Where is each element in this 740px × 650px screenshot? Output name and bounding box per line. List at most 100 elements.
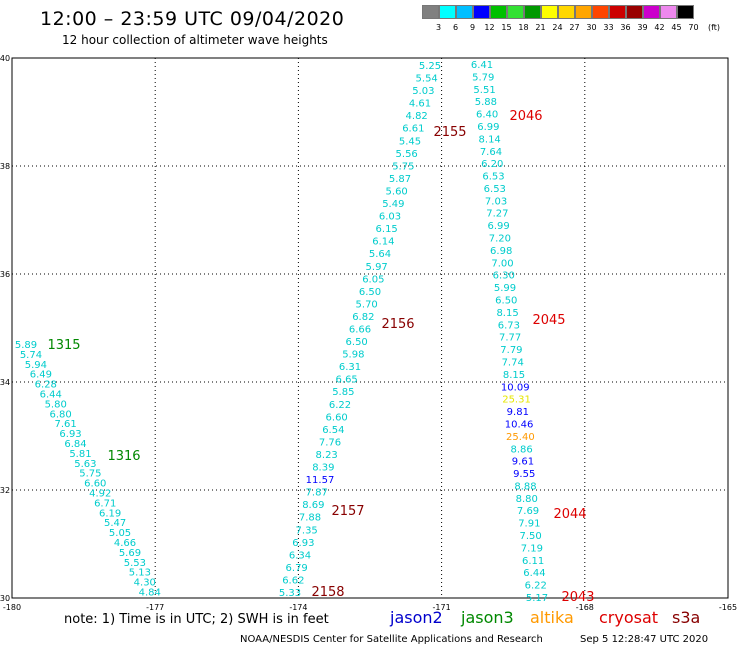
wave-height-label: 7.69 xyxy=(517,506,539,517)
x-tick-label: -168 xyxy=(576,603,594,612)
wave-height-label: 5.53 xyxy=(124,558,146,569)
wave-height-label: 8.88 xyxy=(514,481,536,492)
wave-height-label: 6.49 xyxy=(30,370,52,381)
wave-height-label: 4.30 xyxy=(134,578,156,589)
wave-height-label: 6.50 xyxy=(346,337,368,348)
wave-height-label: 5.94 xyxy=(25,360,47,371)
satellite-label-cryosat: cryosat xyxy=(599,608,659,627)
wave-height-label: 8.15 xyxy=(503,370,525,381)
x-tick-label: -177 xyxy=(146,603,164,612)
pass-time-label: 2046 xyxy=(509,109,542,124)
wave-height-label: 7.76 xyxy=(319,437,341,448)
wave-height-label: 6.50 xyxy=(359,287,381,298)
wave-height-label: 4.66 xyxy=(114,538,136,549)
wave-height-label: 10.09 xyxy=(501,382,530,393)
wave-height-label: 5.13 xyxy=(129,568,151,579)
wave-height-label: 6.30 xyxy=(493,271,515,282)
legend-label: 3 xyxy=(435,23,442,32)
wave-height-label: 25.40 xyxy=(506,432,535,443)
legend-swatch xyxy=(558,5,575,19)
wave-height-label: 6.44 xyxy=(40,390,62,401)
legend-label: 24 xyxy=(552,23,563,32)
wave-height-label: 6.28 xyxy=(35,380,57,391)
wave-height-label: 6.22 xyxy=(525,581,547,592)
pass-time-label: 2045 xyxy=(532,313,565,328)
legend-label: 42 xyxy=(654,23,665,32)
wave-height-label: 6.62 xyxy=(282,575,304,586)
wave-height-label: 5.03 xyxy=(412,86,434,97)
wave-height-label: 8.14 xyxy=(479,134,501,145)
legend-swatch xyxy=(507,5,524,19)
wave-height-label: 8.23 xyxy=(316,450,338,461)
legend-label: 21 xyxy=(535,23,546,32)
wave-height-label: 6.82 xyxy=(352,312,374,323)
units-note: note: 1) Time is in UTC; 2) SWH is in fe… xyxy=(64,612,329,627)
wave-height-label: 5.69 xyxy=(119,548,141,559)
x-tick-label: -165 xyxy=(719,603,737,612)
wave-height-label: 25.31 xyxy=(502,395,531,406)
legend-label: 39 xyxy=(637,23,648,32)
legend-swatch xyxy=(524,5,541,19)
wave-height-label: 7.00 xyxy=(491,258,513,269)
x-tick-label: -180 xyxy=(3,603,21,612)
wave-height-label: 7.64 xyxy=(480,147,502,158)
wave-height-label: 7.35 xyxy=(296,525,318,536)
y-tick-label: 36 xyxy=(0,270,10,279)
wave-height-label: 6.60 xyxy=(326,412,348,423)
pass-time-label: 1316 xyxy=(107,449,140,464)
wave-height-label: 6.44 xyxy=(523,568,545,579)
wave-height-label: 7.27 xyxy=(486,209,508,220)
wave-height-label: 5.89 xyxy=(15,340,37,351)
wave-height-label: 5.70 xyxy=(356,299,378,310)
legend-swatch xyxy=(456,5,473,19)
legend-label: 12 xyxy=(484,23,495,32)
wave-height-label: 5.87 xyxy=(389,174,411,185)
wave-height-label: 6.14 xyxy=(372,237,394,248)
wave-height-label: 5.81 xyxy=(69,449,91,460)
wave-height-label: 7.20 xyxy=(489,234,511,245)
map-title: 12:00 – 23:59 UTC 09/04/2020 xyxy=(40,8,345,30)
wave-height-label: 8.80 xyxy=(516,494,538,505)
wave-height-label: 5.79 xyxy=(472,72,494,83)
wave-height-label: 9.55 xyxy=(513,469,535,480)
x-tick-label: -174 xyxy=(289,603,307,612)
satellite-label-jason2: jason2 xyxy=(390,608,443,627)
wave-height-label: 5.99 xyxy=(494,283,516,294)
legend-label: 45 xyxy=(671,23,682,32)
wave-height-label: 5.25 xyxy=(419,61,441,72)
wave-height-label: 6.41 xyxy=(471,60,493,71)
legend-swatch xyxy=(490,5,507,19)
wave-height-label: 6.50 xyxy=(495,296,517,307)
wave-height-label: 6.22 xyxy=(329,400,351,411)
wave-height-label: 5.75 xyxy=(79,469,101,480)
wave-height-label: 5.51 xyxy=(473,85,495,96)
wave-height-label: 6.79 xyxy=(286,563,308,574)
legend-label: 15 xyxy=(501,23,512,32)
wave-height-label: 11.57 xyxy=(306,475,335,486)
wave-height-label: 6.54 xyxy=(322,425,344,436)
wave-height-label: 4.84 xyxy=(139,588,161,599)
wave-height-label: 6.34 xyxy=(289,550,311,561)
y-tick-label: 30 xyxy=(0,594,10,603)
wave-height-label: 4.92 xyxy=(89,489,111,500)
wave-height-label: 7.50 xyxy=(519,531,541,542)
legend-label: 30 xyxy=(586,23,597,32)
satellite-label-s3a: s3a xyxy=(672,608,701,627)
wave-height-label: 5.97 xyxy=(366,262,388,273)
credit-footer: NOAA/NESDIS Center for Satellite Applica… xyxy=(240,634,543,645)
y-tick-label: 32 xyxy=(0,486,10,495)
wave-height-label: 7.77 xyxy=(499,333,521,344)
x-tick-label: -171 xyxy=(433,603,451,612)
wave-height-label: 8.86 xyxy=(511,444,533,455)
wave-height-label: 6.61 xyxy=(402,124,424,135)
wave-height-label: 6.65 xyxy=(336,375,358,386)
legend-swatch xyxy=(609,5,626,19)
wave-height-label: 7.61 xyxy=(54,419,76,430)
wave-height-label: 5.64 xyxy=(369,249,391,260)
wave-height-label: 5.47 xyxy=(104,518,126,529)
wave-height-label: 8.69 xyxy=(302,500,324,511)
wave-height-label: 7.87 xyxy=(306,488,328,499)
wave-height-label: 6.60 xyxy=(84,479,106,490)
legend-swatch xyxy=(677,5,694,19)
